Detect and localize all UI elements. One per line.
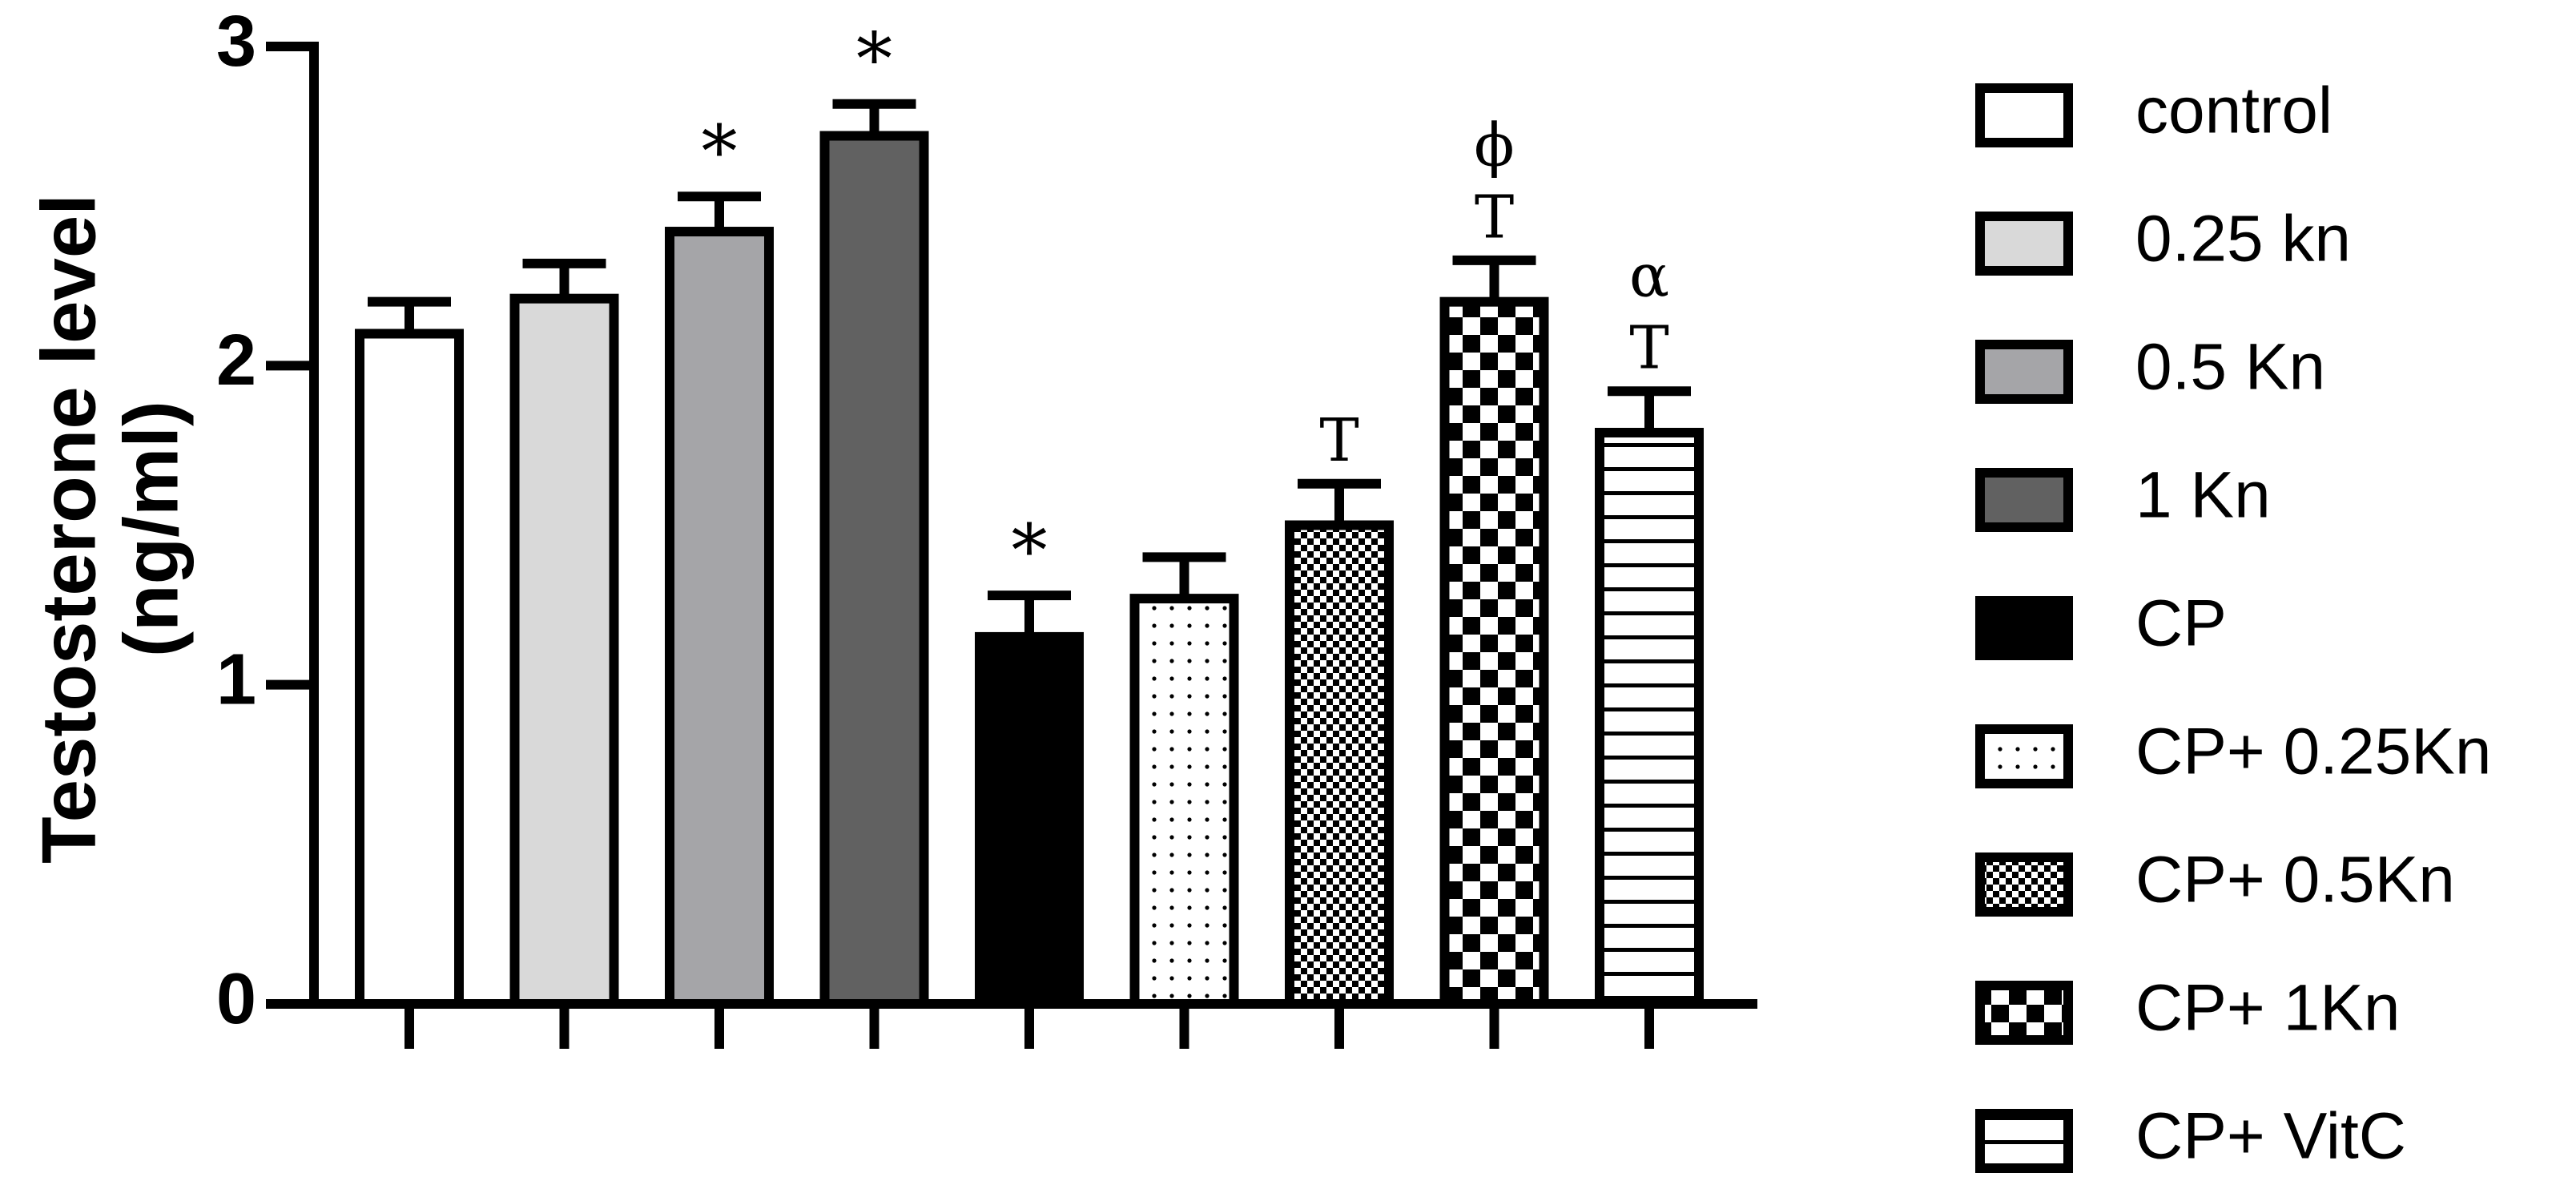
legend-label: control xyxy=(2135,75,2332,147)
bar xyxy=(1285,520,1394,1009)
legend-swatch xyxy=(1975,852,2073,917)
legend-label: 1 Kn xyxy=(2135,459,2271,532)
bar xyxy=(819,131,929,1010)
legend-swatch xyxy=(1975,981,2073,1045)
bar xyxy=(355,328,464,1009)
legend-swatch xyxy=(1975,724,2073,788)
annotation: * xyxy=(856,18,892,102)
legend-label: 0.25 kn xyxy=(2135,203,2351,276)
annotation: ϕ xyxy=(1474,111,1514,179)
legend-label: CP+ VitC xyxy=(2135,1100,2406,1173)
bar xyxy=(975,631,1084,1010)
annotation: * xyxy=(702,111,738,195)
y-tick-label: 2 xyxy=(216,320,256,401)
legend-label: CP xyxy=(2135,587,2227,660)
y-axis-label: Testosterone level xyxy=(26,194,111,864)
legend-label: 0.5 Kn xyxy=(2135,331,2325,404)
bar xyxy=(1129,594,1239,1009)
legend-label: CP+ 0.25Kn xyxy=(2135,715,2491,788)
annotation: T xyxy=(1475,183,1514,252)
legend-swatch xyxy=(1975,596,2073,660)
annotation: α xyxy=(1629,242,1669,311)
annotation: T xyxy=(1629,314,1668,383)
y-tick-label: 0 xyxy=(216,959,256,1039)
y-axis-label: (ng/ml) xyxy=(108,401,194,657)
legend-label: CP+ 1Kn xyxy=(2135,972,2400,1045)
bar xyxy=(509,293,619,1009)
legend-label: CP+ 0.5Kn xyxy=(2135,844,2455,917)
annotation: * xyxy=(1012,509,1048,593)
y-tick-label: 3 xyxy=(216,2,256,82)
legend-swatch xyxy=(1975,83,2073,147)
legend-swatch xyxy=(1975,212,2073,276)
legend-swatch xyxy=(1975,468,2073,532)
bar xyxy=(1595,427,1704,1009)
legend-swatch xyxy=(1975,1109,2073,1173)
bar xyxy=(1439,296,1549,1009)
annotation: T xyxy=(1319,406,1358,475)
legend-swatch xyxy=(1975,340,2073,404)
bar xyxy=(665,227,774,1009)
y-tick-label: 1 xyxy=(216,639,256,719)
